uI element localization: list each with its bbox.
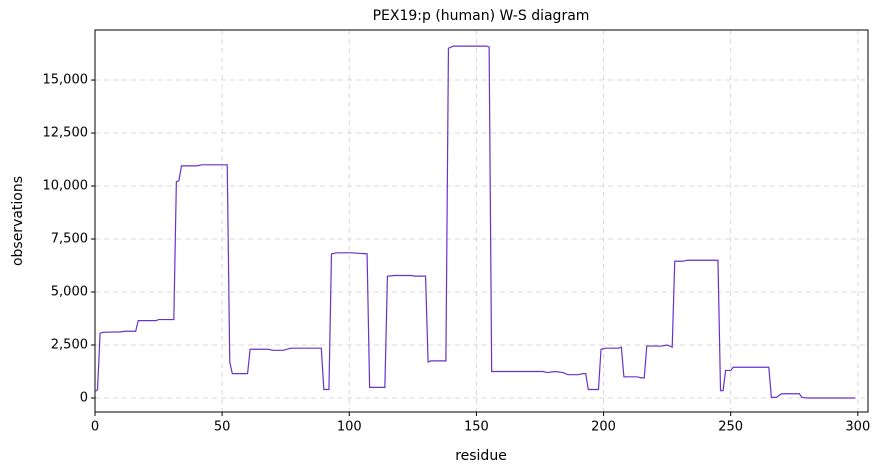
y-tick-label: 7,500 bbox=[51, 232, 88, 247]
chart-title: PEX19:p (human) W-S diagram bbox=[373, 8, 590, 24]
y-tick-label: 15,000 bbox=[43, 73, 89, 88]
y-tick-label: 0 bbox=[80, 391, 88, 406]
y-tick-label: 10,000 bbox=[43, 179, 89, 194]
y-tick-label: 12,500 bbox=[43, 126, 89, 141]
y-tick-label: 2,500 bbox=[51, 338, 88, 353]
x-tick-label: 50 bbox=[214, 420, 231, 435]
x-tick-label: 250 bbox=[718, 420, 743, 435]
x-tick-label: 150 bbox=[464, 420, 489, 435]
x-tick-label: 0 bbox=[91, 420, 99, 435]
x-axis-label: residue bbox=[455, 448, 507, 464]
y-axis-label: observations bbox=[10, 176, 26, 266]
x-tick-label: 300 bbox=[845, 420, 870, 435]
x-tick-label: 200 bbox=[591, 420, 616, 435]
plot-frame bbox=[94, 29, 869, 413]
x-tick-label: 100 bbox=[337, 420, 362, 435]
y-tick-label: 5,000 bbox=[51, 285, 88, 300]
line-series bbox=[94, 45, 856, 399]
